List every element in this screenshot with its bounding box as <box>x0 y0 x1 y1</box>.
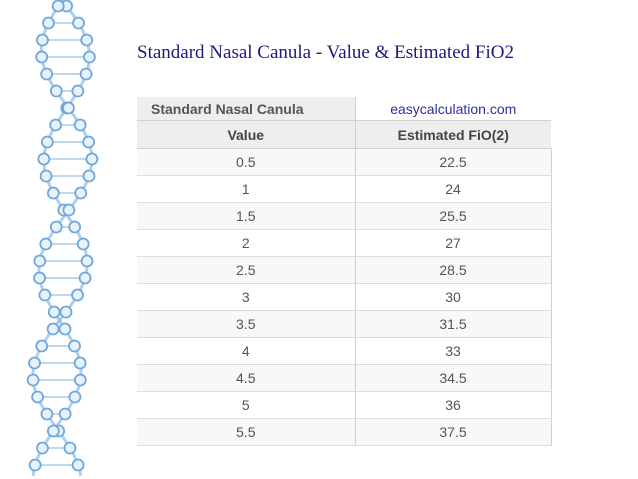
dna-helix-decoration <box>26 0 99 477</box>
table-row: 4.5 34.5 <box>137 364 552 392</box>
dna-node <box>40 135 54 149</box>
cell-value: 4.5 <box>137 364 356 392</box>
dna-node <box>58 322 72 336</box>
cell-value: 1.5 <box>137 202 356 230</box>
cell-fio2: 28.5 <box>355 256 552 284</box>
dna-node <box>33 271 46 285</box>
dna-node <box>37 152 51 166</box>
column-header-fio2: Estimated FiO(2) <box>355 120 551 149</box>
dna-node <box>33 254 47 268</box>
dna-node <box>36 441 49 455</box>
dna-node <box>28 458 42 472</box>
dna-node <box>68 339 81 353</box>
table-caption-row: Standard Nasal Canula easycalculation.co… <box>137 97 551 121</box>
dna-node <box>79 67 93 81</box>
dna-node <box>71 288 84 302</box>
dna-node <box>26 373 40 387</box>
dna-node <box>28 356 41 370</box>
table-row: 2.5 28.5 <box>137 256 552 284</box>
cell-fio2: 24 <box>355 175 552 203</box>
dna-node <box>49 118 63 132</box>
cell-value: 3.5 <box>137 310 356 338</box>
dna-node <box>68 390 82 404</box>
dna-node <box>71 458 85 472</box>
dna-node <box>46 186 60 200</box>
table-row: 3 30 <box>137 283 552 311</box>
table-row: 1.5 25.5 <box>137 202 552 230</box>
dna-node <box>40 67 54 81</box>
cell-value: 3 <box>137 283 356 311</box>
fio2-table: Standard Nasal Canula easycalculation.co… <box>137 97 552 446</box>
cell-fio2: 37.5 <box>355 418 552 446</box>
table-row: 2 27 <box>137 229 552 257</box>
cell-value: 0.5 <box>137 148 356 176</box>
dna-node <box>62 203 76 217</box>
dna-node <box>85 152 99 166</box>
dna-node <box>42 16 55 30</box>
dna-node <box>80 33 94 47</box>
cell-fio2: 25.5 <box>355 202 552 230</box>
cell-fio2: 22.5 <box>355 148 552 176</box>
dna-node <box>83 50 96 64</box>
dna-node <box>38 288 52 302</box>
dna-node <box>47 305 61 319</box>
dna-node <box>68 220 82 234</box>
dna-node <box>78 271 92 285</box>
table-caption: Standard Nasal Canula <box>137 97 356 121</box>
cell-value: 5 <box>137 391 356 419</box>
cell-value: 1 <box>137 175 356 203</box>
dna-node <box>36 33 49 47</box>
dna-node <box>62 101 75 115</box>
table-row: 5.5 37.5 <box>137 418 552 446</box>
table-row: 1 24 <box>137 175 552 203</box>
dna-node <box>80 254 94 268</box>
cell-fio2: 33 <box>355 337 552 365</box>
dna-node <box>49 220 63 234</box>
dna-node <box>58 407 72 421</box>
column-header-value: Value <box>137 120 356 149</box>
dna-node <box>73 118 87 132</box>
dna-node <box>39 237 53 251</box>
dna-node <box>71 84 85 98</box>
table-row: 5 36 <box>137 391 552 419</box>
dna-node <box>73 373 87 387</box>
dna-node <box>76 237 90 251</box>
dna-node <box>82 135 96 149</box>
dna-node <box>31 390 45 404</box>
dna-node <box>63 441 77 455</box>
dna-node <box>35 339 49 353</box>
cell-value: 2.5 <box>137 256 356 284</box>
cell-value: 5.5 <box>137 418 356 446</box>
dna-node <box>46 424 60 438</box>
dna-node <box>35 50 49 64</box>
table-row: 4 33 <box>137 337 552 365</box>
dna-node <box>82 169 96 183</box>
dna-node <box>59 305 73 319</box>
dna-node <box>49 84 63 98</box>
dna-node <box>40 407 54 421</box>
dna-node <box>46 322 60 336</box>
dna-node <box>73 356 87 370</box>
cell-fio2: 30 <box>355 283 552 311</box>
dna-node <box>39 169 53 183</box>
cell-value: 4 <box>137 337 356 365</box>
cell-fio2: 27 <box>355 229 552 257</box>
dna-node <box>74 186 88 200</box>
cell-fio2: 31.5 <box>355 310 552 338</box>
cell-fio2: 34.5 <box>355 364 552 392</box>
table-row: 3.5 31.5 <box>137 310 552 338</box>
cell-fio2: 36 <box>355 391 552 419</box>
cell-value: 2 <box>137 229 356 257</box>
dna-node <box>51 0 65 13</box>
table-row: 0.5 22.5 <box>137 148 552 176</box>
table-header-row: Value Estimated FiO(2) <box>137 120 551 149</box>
dna-node <box>72 16 85 30</box>
slide-title: Standard Nasal Canula - Value & Estimate… <box>137 42 514 63</box>
source-label: easycalculation.com <box>355 97 551 121</box>
